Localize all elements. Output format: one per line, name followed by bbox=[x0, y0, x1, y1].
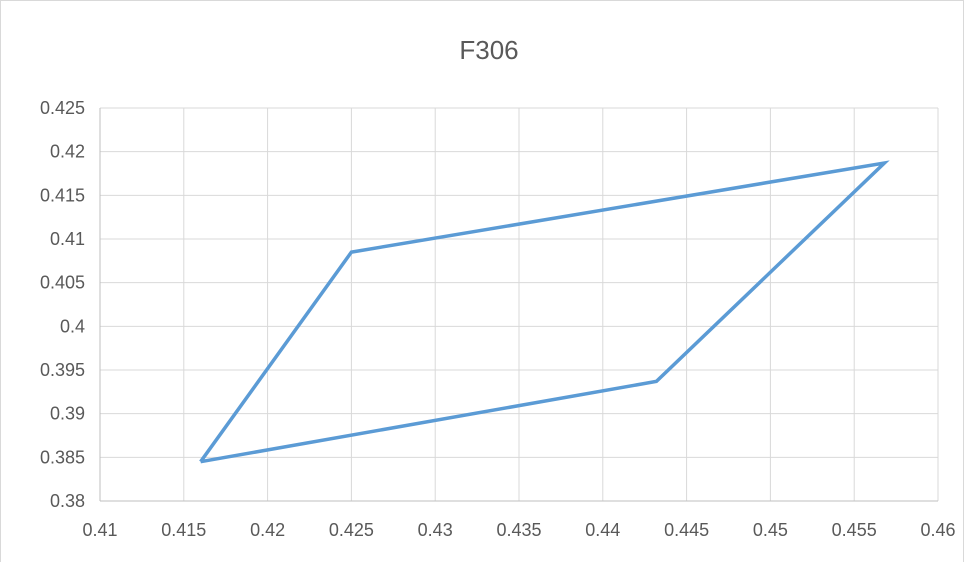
y-tick-labels: 0.425 0.42 0.415 0.41 0.405 0.4 0.395 0.39 0.385… bbox=[40, 98, 85, 511]
y-tick-label: 0.405 bbox=[40, 273, 85, 293]
x-tick-label: 0.45 bbox=[753, 520, 788, 540]
x-tick-label: 0.445 bbox=[664, 520, 709, 540]
y-tick-label: 0.38 bbox=[50, 491, 85, 511]
x-tick-label: 0.43 bbox=[418, 520, 453, 540]
x-tick-label: 0.415 bbox=[161, 520, 206, 540]
chart-title: F306 bbox=[459, 35, 518, 65]
grid-lines bbox=[100, 107, 939, 501]
y-tick-label: 0.395 bbox=[40, 360, 85, 380]
axes bbox=[99, 108, 938, 502]
series-line bbox=[199, 160, 890, 464]
x-tick-label: 0.435 bbox=[496, 520, 541, 540]
y-tick-label: 0.42 bbox=[50, 142, 85, 162]
series-group bbox=[199, 160, 890, 464]
y-tick-label: 0.39 bbox=[50, 404, 85, 424]
x-tick-label: 0.46 bbox=[920, 520, 955, 540]
x-tick-label: 0.44 bbox=[585, 520, 620, 540]
x-tick-label: 0.42 bbox=[250, 520, 285, 540]
y-tick-label: 0.4 bbox=[60, 316, 85, 336]
y-tick-label: 0.425 bbox=[40, 98, 85, 118]
x-tick-label: 0.455 bbox=[832, 520, 877, 540]
y-tick-label: 0.385 bbox=[40, 447, 85, 467]
x-tick-label: 0.41 bbox=[82, 520, 117, 540]
x-tick-label: 0.425 bbox=[329, 520, 374, 540]
y-tick-label: 0.41 bbox=[50, 229, 85, 249]
y-tick-label: 0.415 bbox=[40, 185, 85, 205]
x-tick-labels: 0.41 0.415 0.42 0.425 0.43 0.435 0.44 0.445 0.45… bbox=[82, 520, 955, 540]
